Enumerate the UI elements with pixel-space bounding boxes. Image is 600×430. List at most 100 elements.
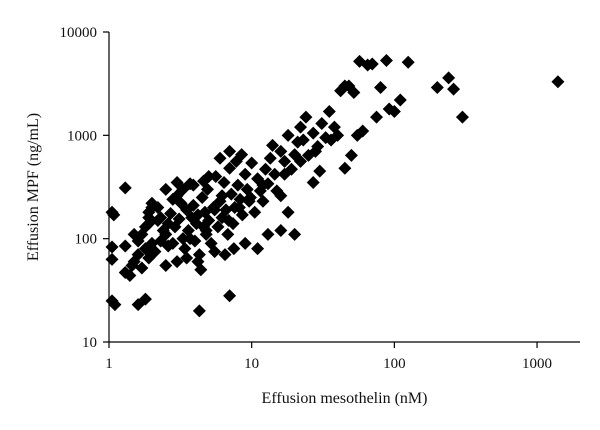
data-point [199,223,213,237]
data-point [274,144,288,158]
data-point [118,239,132,253]
data-point [379,53,393,67]
data-point [315,117,329,131]
data-point [217,175,231,189]
data-point [278,154,292,168]
data-point [148,245,162,259]
data-point [166,192,180,206]
data-point [170,255,184,269]
data-point [259,162,273,176]
data-point [222,213,236,227]
data-point [308,144,322,158]
data-point [235,148,249,162]
data-point [215,189,229,203]
data-point [374,81,388,95]
data-point [231,178,245,192]
data-point [105,240,119,254]
data-point [159,227,173,241]
data-point [192,248,206,262]
data-point [324,133,338,147]
data-point [186,178,200,192]
data-point [208,245,222,259]
data-point [442,71,456,85]
data-point [344,148,358,162]
x-tick-label: 10 [244,356,259,372]
data-point [223,144,237,158]
data-point [131,248,145,262]
data-point [447,82,461,96]
data-point [322,105,336,119]
data-point [245,156,259,170]
data-point [281,128,295,142]
x-tick-label: 100 [383,356,406,372]
data-point [430,81,444,95]
data-point [551,75,565,89]
data-point [350,128,364,142]
data-point [107,208,121,222]
data-point [313,164,327,178]
data-point [281,205,295,219]
data-point [178,242,192,256]
data-point [387,105,401,119]
data-point [268,167,282,181]
data-point [221,227,235,241]
data-point [180,251,194,265]
data-point [306,175,320,189]
data-point [288,227,302,241]
data-point [266,138,280,152]
data-point [233,192,247,206]
data-point [161,239,175,253]
data-point [299,110,313,124]
data-point [202,213,216,227]
data-point [192,304,206,318]
data-point [176,232,190,246]
y-tick-label: 10 [82,335,97,351]
data-point [154,211,168,225]
data-point [186,198,200,212]
data-point [327,120,341,134]
y-axis-label: Effusion MPF (ng/mL) [25,113,42,261]
data-point [202,169,216,183]
data-point [118,181,132,195]
data-point [127,227,141,241]
data-point [455,110,469,124]
data-point [347,85,361,99]
data-point [209,169,223,183]
data-point [401,55,415,69]
data-point [105,252,119,266]
data-point [142,251,156,265]
data-point [224,187,238,201]
data-point [296,133,310,147]
data-point [365,57,379,71]
data-point [151,201,165,215]
data-point [211,220,225,234]
data-point [243,191,257,205]
data-points [105,53,565,318]
data-point [338,161,352,175]
data-point [218,248,232,262]
data-point [278,167,292,181]
data-point [232,201,246,215]
data-point [108,298,122,312]
data-point [223,289,237,303]
data-point [248,205,262,219]
data-point [208,203,222,217]
data-point [256,194,270,208]
y-tick-label: 10000 [60,25,98,41]
data-point [256,178,270,192]
axis-ticks: 1 10 100 1000 10 100 1000 10000 [60,25,553,372]
y-tick-label: 1000 [67,128,97,144]
data-point [213,151,227,165]
data-point [176,182,190,196]
data-point [159,258,173,272]
data-point [195,191,209,205]
data-point [238,167,252,181]
data-point [294,154,308,168]
x-axis-label: Effusion mesothelin (nM) [262,390,428,407]
x-tick-label: 1 [105,356,113,372]
data-point [223,161,237,175]
data-point [338,79,352,93]
data-point [164,207,178,221]
data-point [191,255,205,269]
